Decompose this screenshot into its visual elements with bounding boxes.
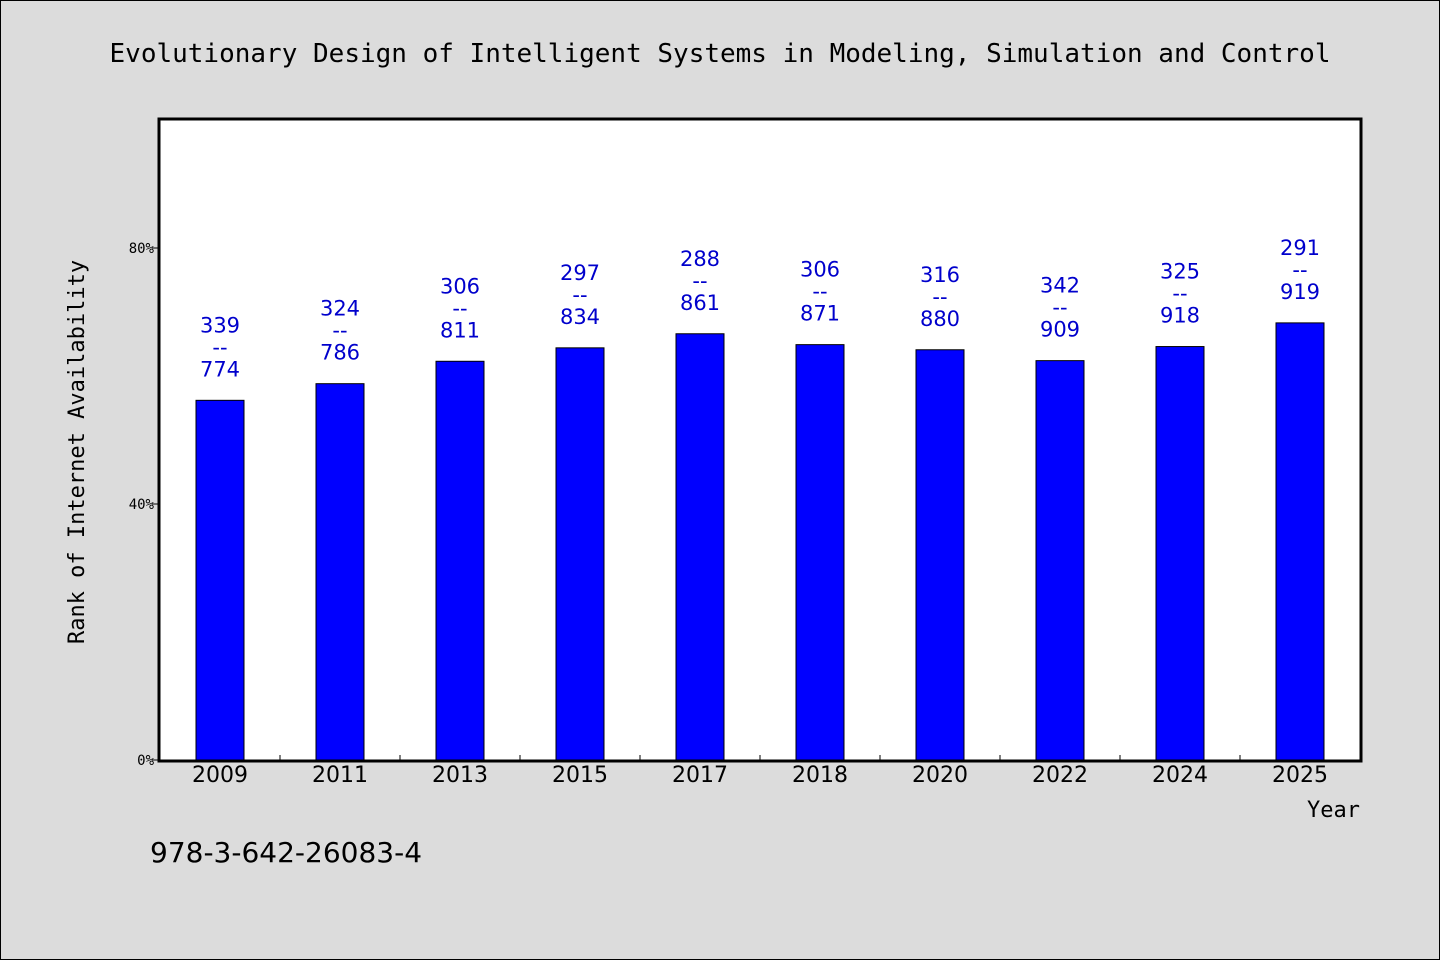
bar bbox=[195, 399, 245, 761]
x-tick-label: 2018 bbox=[792, 763, 848, 788]
data-label-total: 811 bbox=[440, 318, 480, 342]
data-label-rank: 291 bbox=[1280, 236, 1320, 260]
x-tick-label: 2022 bbox=[1032, 763, 1088, 788]
data-label-separator: -- bbox=[332, 319, 347, 343]
bar bbox=[675, 333, 725, 761]
data-label-rank: 325 bbox=[1160, 260, 1200, 284]
data-label-rank: 342 bbox=[1040, 274, 1080, 298]
y-tick-label: 40% bbox=[129, 497, 155, 513]
y-tick-label: 0% bbox=[137, 753, 154, 769]
data-label-total: 880 bbox=[920, 307, 960, 331]
data-label-total: 774 bbox=[200, 357, 240, 381]
data-label-separator: -- bbox=[572, 283, 587, 307]
y-tick-label: 80% bbox=[129, 241, 155, 257]
data-label-rank: 316 bbox=[920, 263, 960, 287]
bar bbox=[1275, 322, 1325, 761]
data-label-separator: -- bbox=[932, 285, 947, 309]
bar bbox=[795, 344, 845, 761]
x-tick-label: 2017 bbox=[672, 763, 728, 788]
x-tick-label: 2015 bbox=[552, 763, 608, 788]
data-label-total: 919 bbox=[1280, 280, 1320, 304]
data-label-separator: -- bbox=[1052, 296, 1067, 320]
data-label-total: 834 bbox=[560, 305, 600, 329]
data-label-rank: 306 bbox=[800, 258, 840, 282]
x-tick-label: 2011 bbox=[312, 763, 368, 788]
data-label-total: 861 bbox=[680, 291, 720, 315]
x-tick-label: 2024 bbox=[1152, 763, 1208, 788]
bar bbox=[1155, 346, 1205, 761]
data-label-rank: 288 bbox=[680, 247, 720, 271]
data-label-total: 871 bbox=[800, 302, 840, 326]
bar bbox=[915, 349, 965, 761]
data-label-rank: 324 bbox=[320, 297, 360, 321]
isbn-label: 978-3-642-26083-4 bbox=[150, 836, 422, 869]
data-label-total: 909 bbox=[1040, 318, 1080, 342]
data-label-rank: 339 bbox=[200, 313, 240, 337]
x-tick-label: 2009 bbox=[192, 763, 248, 788]
data-label-separator: -- bbox=[212, 335, 227, 359]
data-label-total: 786 bbox=[320, 341, 360, 365]
x-tick-label: 2020 bbox=[912, 763, 968, 788]
data-label-rank: 297 bbox=[560, 261, 600, 285]
data-label-separator: -- bbox=[452, 296, 467, 320]
bar bbox=[1035, 360, 1085, 761]
data-label-rank: 306 bbox=[440, 274, 480, 298]
plot-border bbox=[157, 117, 1363, 763]
data-label-separator: -- bbox=[692, 269, 707, 293]
x-tick-label: 2013 bbox=[432, 763, 488, 788]
bar bbox=[435, 360, 485, 761]
data-label-separator: -- bbox=[1292, 258, 1307, 282]
bar bbox=[555, 347, 605, 761]
x-tick-label: 2025 bbox=[1272, 763, 1328, 788]
bar bbox=[315, 383, 365, 761]
data-label-separator: -- bbox=[1172, 282, 1187, 306]
y-axis-title: Rank of Internet Availability bbox=[65, 260, 90, 644]
chart-title: Evolutionary Design of Intelligent Syste… bbox=[110, 39, 1331, 69]
data-label-total: 918 bbox=[1160, 304, 1200, 328]
data-label-separator: -- bbox=[812, 280, 827, 304]
x-axis-title: Year bbox=[1307, 798, 1360, 823]
